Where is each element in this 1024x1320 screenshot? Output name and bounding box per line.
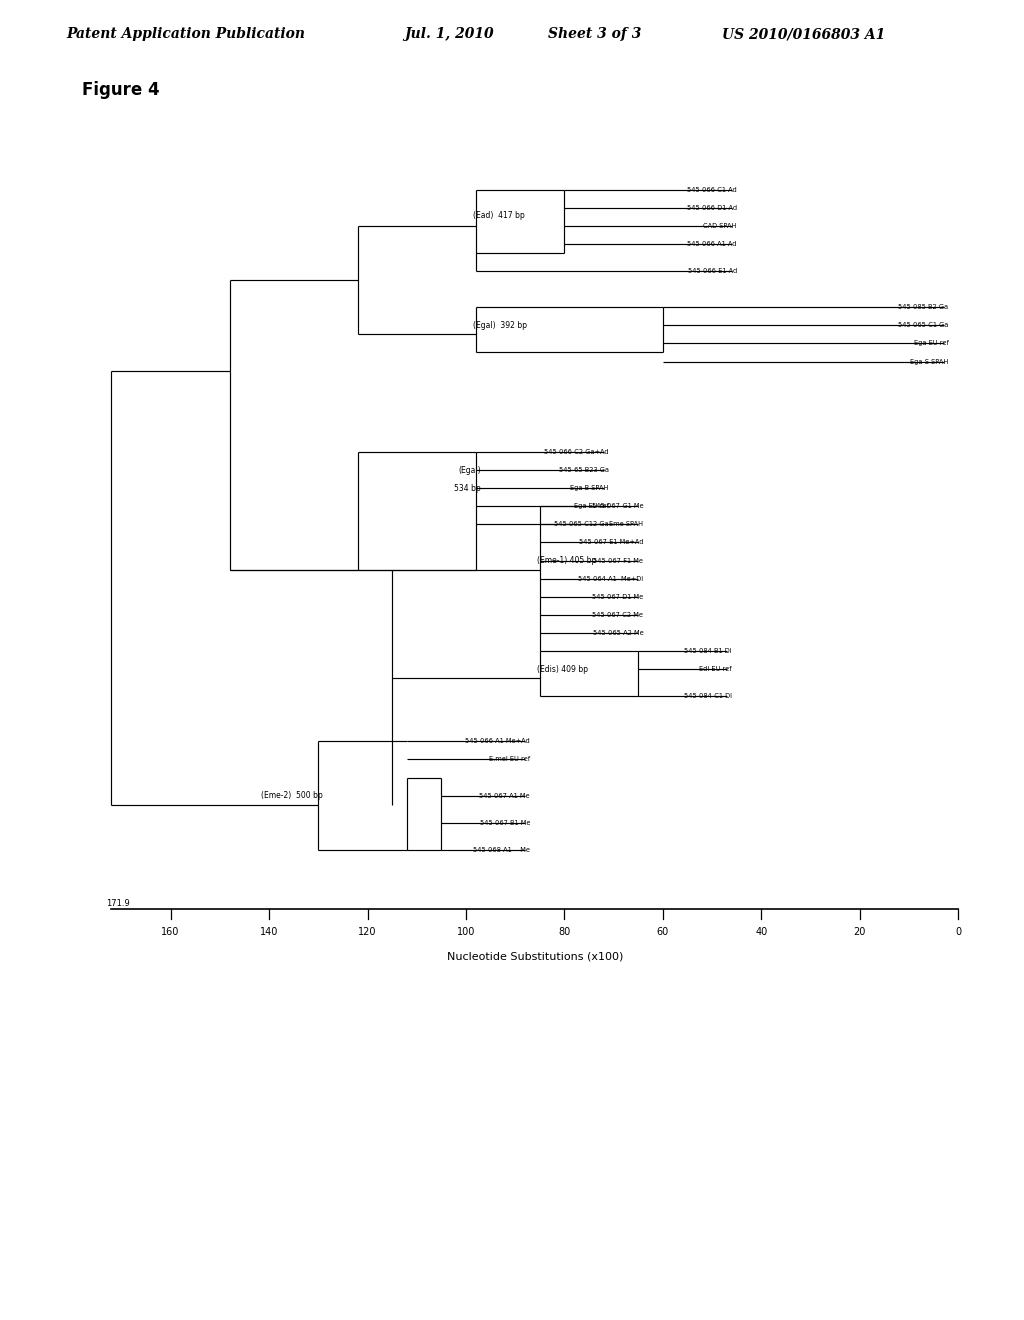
Text: 545-066-D1 Ad: 545-066-D1 Ad <box>687 205 737 211</box>
Text: 545-067-D1 Me: 545-067-D1 Me <box>592 594 643 599</box>
Text: 140: 140 <box>260 927 279 937</box>
Text: (Eme-2)  500 bp: (Eme-2) 500 bp <box>261 791 324 800</box>
Text: 545-064-A1  Me+Di: 545-064-A1 Me+Di <box>579 576 643 582</box>
Text: 160: 160 <box>162 927 180 937</box>
Text: (Edis) 409 bp: (Edis) 409 bp <box>538 664 589 673</box>
Text: 20: 20 <box>854 927 866 937</box>
Text: 545-065-C12 Ga: 545-065-C12 Ga <box>554 521 609 527</box>
Text: Phylogenetic Tree of GA Turkey ITS-1.meg ClustalW (Slow/Accurate; TUB): Phylogenetic Tree of GA Turkey ITS-1.meg… <box>89 143 395 152</box>
Text: CAD SPAH: CAD SPAH <box>703 223 737 228</box>
Text: Nucleotide Substitutions (x100): Nucleotide Substitutions (x100) <box>446 950 624 961</box>
Text: (Eme-1) 405 bp: (Eme-1) 405 bp <box>538 556 597 565</box>
Text: US 2010/0166803 A1: US 2010/0166803 A1 <box>722 26 885 41</box>
Text: Sheet 3 of 3: Sheet 3 of 3 <box>548 26 641 41</box>
Text: 545-066-E1 Ad: 545-066-E1 Ad <box>687 268 737 275</box>
Text: (Egal)  392 bp: (Egal) 392 bp <box>473 321 527 330</box>
Text: 545-067-C2 Me: 545-067-C2 Me <box>592 611 643 618</box>
Text: Eme SPAH: Eme SPAH <box>609 521 643 527</box>
Text: Patent Application Publication: Patent Application Publication <box>67 26 305 41</box>
Text: 120: 120 <box>358 927 377 937</box>
Text: 545-067-G1 Me: 545-067-G1 Me <box>592 503 643 510</box>
Text: 545-084-C1 Di: 545-084-C1 Di <box>684 693 732 700</box>
Text: Ega EU ref: Ega EU ref <box>573 503 609 510</box>
Text: 545-65-B23 Ga: 545-65-B23 Ga <box>559 467 609 473</box>
Text: 545-068-A1    Me: 545-068-A1 Me <box>473 847 530 853</box>
Text: 545-066-C2 Ga+Ad: 545-066-C2 Ga+Ad <box>544 449 609 455</box>
Text: 60: 60 <box>656 927 669 937</box>
Text: 0: 0 <box>955 927 962 937</box>
Text: Edi EU ref: Edi EU ref <box>699 667 732 672</box>
Text: 40: 40 <box>756 927 768 937</box>
Text: 545-067-B1 Me: 545-067-B1 Me <box>479 820 530 826</box>
Text: 545-065-C1 Ga: 545-065-C1 Ga <box>898 322 948 329</box>
Text: Ega-B SPAH: Ega-B SPAH <box>570 486 609 491</box>
Text: 545-066-A1 Ad: 545-066-A1 Ad <box>687 242 737 247</box>
Text: E.mel EU ref: E.mel EU ref <box>488 756 530 763</box>
Text: 545-066-A1 Me+Ad: 545-066-A1 Me+Ad <box>465 738 530 744</box>
Text: 100: 100 <box>457 927 475 937</box>
Text: (Egal): (Egal) <box>458 466 481 475</box>
Text: Ega EU ref: Ega EU ref <box>913 341 948 346</box>
Text: Figure 4: Figure 4 <box>82 81 160 99</box>
Text: 545-085-B2 Ga: 545-085-B2 Ga <box>898 305 948 310</box>
Text: 545-066-C1 Ad: 545-066-C1 Ad <box>687 186 737 193</box>
Text: Jul. 1, 2010: Jul. 1, 2010 <box>404 26 495 41</box>
Text: 80: 80 <box>558 927 570 937</box>
Text: 534 bp: 534 bp <box>454 483 481 492</box>
Text: 545-065-A2 Me: 545-065-A2 Me <box>593 630 643 636</box>
Text: 545-067-F1 Me: 545-067-F1 Me <box>593 557 643 564</box>
Text: 545-067-A1 Me: 545-067-A1 Me <box>479 793 530 799</box>
Text: 545-067-E1 Me+Ad: 545-067-E1 Me+Ad <box>579 540 643 545</box>
Text: (Ead)  417 bp: (Ead) 417 bp <box>473 210 525 219</box>
Text: Ega-S SPAH: Ega-S SPAH <box>910 359 948 364</box>
Text: 171.9: 171.9 <box>106 899 130 908</box>
Text: 545-084-B1 Di: 545-084-B1 Di <box>684 648 732 653</box>
